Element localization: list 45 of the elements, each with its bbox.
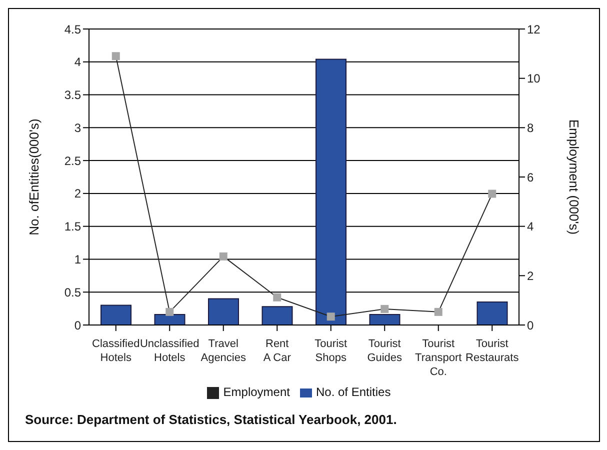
- point: [273, 293, 282, 302]
- y-axis-title: No. ofEntities(000's): [26, 118, 42, 236]
- y2-tick-label: 8: [527, 120, 534, 135]
- y2-tick-label: 10: [527, 72, 541, 86]
- y-tick-label: 2: [74, 186, 82, 201]
- bar: [208, 298, 239, 325]
- y2-tick-label: 4: [527, 220, 534, 234]
- y2-axis-title: Employment (000's): [566, 119, 582, 235]
- x-tick-label: Rent A Car: [263, 338, 292, 364]
- bar: [154, 314, 186, 325]
- x-tick-label: Tourist Transport Co.: [415, 338, 462, 378]
- y-tick-label: 0: [74, 318, 82, 332]
- x-tick-label: Tourist Shops: [314, 338, 348, 364]
- bar: [369, 314, 400, 325]
- y-tick-label: 4.5: [64, 22, 82, 36]
- point: [326, 312, 335, 321]
- point: [380, 304, 389, 313]
- y-tick-label: 0.5: [64, 285, 82, 300]
- legend-label: Employment: [223, 385, 290, 399]
- source-note: Source: Department of Statistics, Statistical Yearbook, 2001.: [25, 412, 397, 427]
- point: [166, 308, 174, 316]
- y2-tick-label: 2: [527, 268, 534, 283]
- point: [112, 52, 120, 60]
- x-tick-label: Tourist Guides: [367, 338, 403, 364]
- y2-tick-label: 12: [527, 22, 541, 36]
- point: [488, 190, 496, 198]
- bar: [262, 306, 293, 325]
- y-tick-label: 3.5: [64, 88, 82, 102]
- x-tick-label: Classified Hotels: [92, 338, 140, 364]
- x-tick-label: Travel Agencies: [200, 338, 246, 364]
- y-tick-label: 4: [74, 55, 82, 70]
- y2-tick-label: 6: [527, 170, 534, 184]
- bar: [316, 58, 346, 325]
- x-tick-label: Tourist Restaurats: [466, 338, 520, 364]
- y-tick-label: 1: [74, 252, 82, 266]
- point: [219, 252, 228, 260]
- bar: [100, 304, 132, 325]
- y-tick-label: 1.5: [64, 220, 82, 234]
- bar: [476, 301, 508, 325]
- x-tick-label: Unclassified Hotels: [140, 338, 200, 364]
- point: [434, 308, 442, 316]
- legend-label: No. of Entities: [316, 385, 391, 399]
- y2-tick-label: 0: [527, 318, 534, 332]
- y-tick-label: 2.5: [64, 154, 82, 168]
- y-tick-label: 3: [74, 120, 82, 135]
